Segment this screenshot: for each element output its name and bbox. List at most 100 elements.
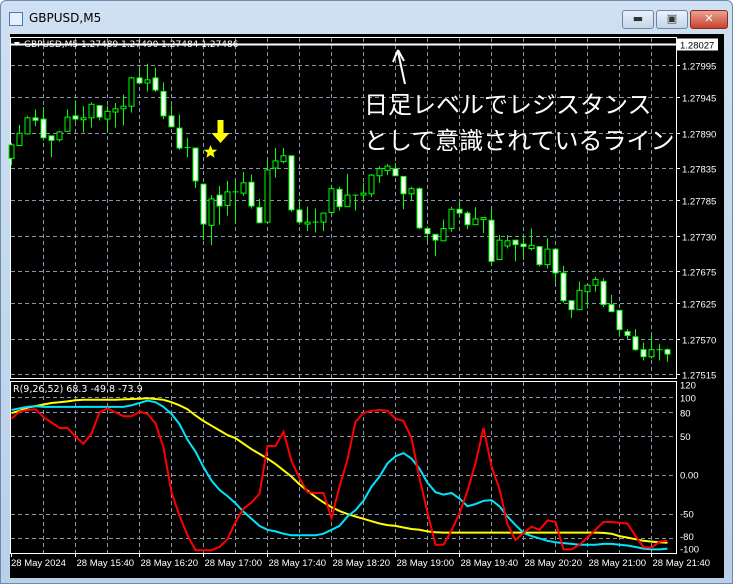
candle — [520, 233, 527, 261]
candle-body — [152, 77, 159, 91]
candle — [304, 206, 311, 232]
minimize-button[interactable]: ▬ — [622, 10, 654, 29]
close-button[interactable]: ✕ — [690, 10, 728, 29]
time-tick-label: 28 May 18:20 — [333, 558, 391, 569]
candle-body — [128, 77, 135, 107]
candle — [16, 124, 23, 146]
indicator-tick-label: 80 — [680, 409, 691, 420]
candles — [8, 63, 671, 362]
candle-body — [336, 188, 343, 208]
candle-body — [416, 188, 423, 229]
candle — [616, 309, 623, 337]
candle-body — [144, 79, 151, 84]
candle — [120, 94, 127, 126]
candle — [96, 104, 103, 121]
candle — [200, 183, 207, 241]
candle — [432, 233, 439, 257]
time-tick-label: 28 May 21:00 — [589, 558, 647, 569]
candle — [456, 200, 463, 218]
candle — [160, 82, 167, 120]
price-tick-label: 1.27995 — [682, 62, 716, 73]
window-title: GBPUSD,M5 — [29, 11, 102, 25]
candle-body — [344, 194, 351, 208]
candle — [336, 186, 343, 211]
candle — [128, 76, 135, 113]
header-dropdown-icon[interactable] — [14, 42, 20, 46]
candle — [184, 137, 191, 158]
grid — [11, 38, 676, 553]
title-bar[interactable]: GBPUSD,M5 ▬ ▣ ✕ — [1, 1, 733, 34]
chart-header: GBPUSD,M5 1.27489 1.27490 1.27484 1.2748… — [24, 40, 239, 50]
candle — [472, 207, 479, 226]
candle-body — [48, 135, 55, 141]
candle-body — [544, 248, 551, 266]
indicator-tick-label: 100 — [680, 394, 696, 405]
candle — [368, 173, 375, 198]
chart-window-icon — [9, 12, 23, 26]
candle-body — [296, 209, 303, 223]
candle-body — [520, 243, 527, 248]
candle — [360, 182, 367, 200]
candle — [352, 194, 359, 211]
resistance-line[interactable]: 1.28027 — [11, 38, 718, 52]
candle-body — [176, 127, 183, 149]
candle — [224, 180, 231, 216]
candle — [536, 245, 543, 267]
candle-body — [160, 90, 167, 117]
candle-body — [440, 228, 447, 242]
candle-body — [552, 248, 559, 274]
candle — [496, 234, 503, 261]
chart-area[interactable] — [10, 34, 724, 578]
candle — [592, 276, 599, 292]
resistance-price-label: 1.28027 — [680, 41, 714, 52]
candle — [88, 102, 95, 128]
candle — [376, 166, 383, 183]
candle — [72, 100, 79, 122]
candle-body — [40, 118, 47, 139]
candle-body — [368, 174, 375, 195]
candle-body — [536, 246, 543, 266]
candle-body — [216, 194, 223, 207]
candle-body — [640, 349, 647, 358]
candle — [408, 186, 415, 201]
star-icon — [203, 145, 218, 158]
candle-body — [72, 115, 79, 120]
candle-body — [112, 108, 119, 113]
price-tick-label: 1.27835 — [682, 165, 716, 176]
candle-body — [192, 147, 199, 182]
candle-body — [32, 117, 39, 121]
candle — [64, 109, 71, 132]
candle — [584, 284, 591, 309]
candle — [136, 69, 143, 85]
candle-body — [168, 115, 175, 128]
candle-body — [472, 218, 479, 226]
candle — [208, 195, 215, 246]
maximize-button[interactable]: ▣ — [656, 10, 688, 29]
price-tick-label: 1.27890 — [682, 130, 716, 141]
indicator-label: R(9,26,52) 68.3 -49.8 -73.9 — [13, 384, 143, 395]
candle-body — [280, 155, 287, 163]
annotation-line-2: として意識されているライン — [364, 127, 675, 155]
candle-body — [16, 132, 23, 146]
candle-body — [568, 300, 575, 311]
candle — [488, 209, 495, 266]
candle-body — [288, 155, 295, 211]
candle-body — [512, 239, 519, 246]
candle — [400, 175, 407, 210]
indicator-tick-label: 120 — [680, 381, 696, 392]
candle — [256, 198, 263, 224]
candle-body — [424, 228, 431, 235]
candle — [104, 105, 111, 133]
candle-body — [328, 188, 335, 213]
candle — [344, 173, 351, 208]
price-axis: 1.27995 1.27945 1.27890 1.27835 1.27785 1.277… — [676, 62, 716, 382]
price-tick-label: 1.27785 — [682, 197, 716, 208]
candle — [328, 184, 335, 213]
candle — [392, 162, 399, 177]
time-tick-label: 28 May 19:00 — [397, 558, 455, 569]
candle — [144, 63, 151, 92]
candle-body — [488, 219, 495, 262]
candle — [480, 216, 487, 234]
candle-body — [136, 77, 143, 84]
